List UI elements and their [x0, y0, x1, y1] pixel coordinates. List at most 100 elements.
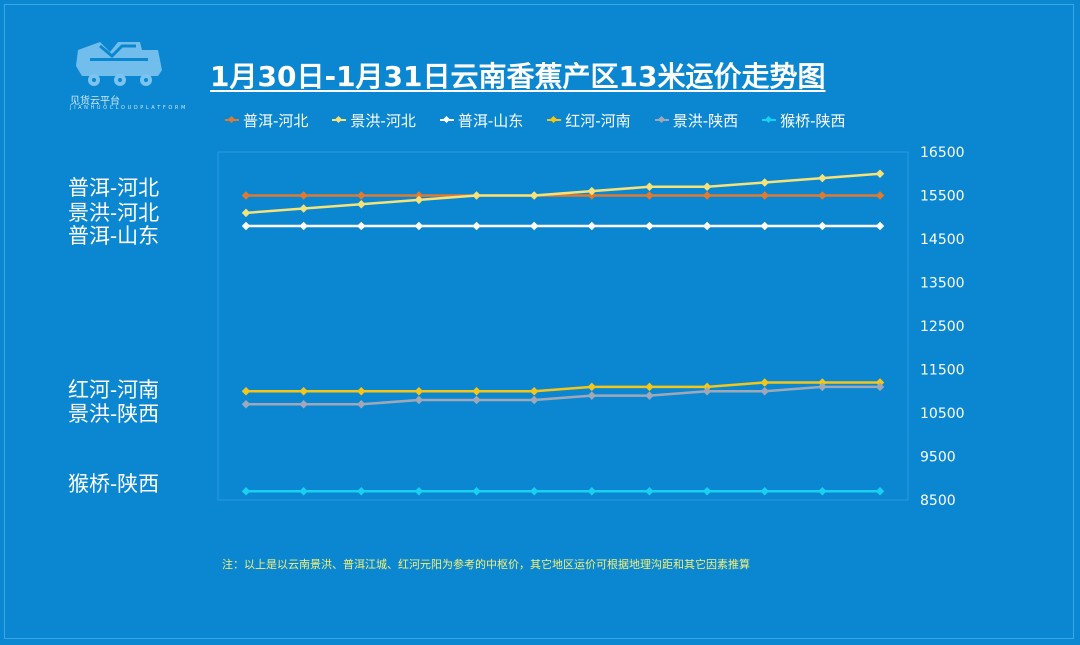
data-point: [299, 487, 308, 496]
legend-swatch-icon: [332, 119, 347, 121]
plot-area-border: [217, 151, 909, 501]
data-point: [357, 387, 366, 396]
data-point: [702, 382, 712, 392]
data-point: [818, 382, 827, 392]
data-point: [299, 191, 308, 200]
series-line: [245, 172, 881, 215]
data-point: [357, 221, 366, 231]
data-point: [760, 378, 769, 387]
data-point: [818, 487, 827, 496]
data-point: [414, 395, 424, 405]
data-point: [587, 382, 597, 392]
y-tick-label: 10500: [920, 406, 965, 422]
data-point: [357, 199, 366, 209]
side-label-puer-shandong: 普洱-山东: [68, 224, 160, 248]
data-point: [472, 395, 481, 405]
side-label-jinghong-hebei: 景洪-河北: [68, 201, 160, 225]
outer-frame: [4, 4, 1074, 639]
data-point: [818, 378, 827, 387]
legend-item: 普洱-山东: [439, 110, 523, 130]
legend-item: 景洪-河北: [332, 110, 416, 130]
data-point: [414, 195, 424, 205]
legend-swatch-icon: [439, 119, 454, 121]
chart-legend: 普洱-河北 景洪-河北 普洱-山东 红河-河南 景洪-陕西 猴桥-陕西: [225, 110, 846, 130]
legend-item: 景洪-陕西: [654, 110, 739, 130]
truck-logo-icon: [76, 42, 162, 86]
data-point: [241, 208, 251, 218]
data-point: [472, 487, 481, 496]
data-point: [472, 387, 481, 396]
data-point: [818, 191, 827, 200]
logo-caption: 见货云平台: [70, 96, 120, 107]
legend-item: 普洱-河北: [225, 110, 308, 130]
data-point: [357, 191, 366, 200]
legend-swatch-icon: [654, 119, 669, 121]
data-point: [357, 487, 366, 496]
data-point: [760, 387, 769, 396]
side-label-puer-hebei: 普洱-河北: [68, 176, 160, 200]
legend-label: 红河-河南: [565, 111, 631, 130]
data-point: [241, 400, 251, 409]
data-point: [818, 221, 827, 231]
data-point: [414, 387, 424, 396]
chart-title: 1月30日-1月31日云南香蕉产区13米运价走势图: [210, 60, 826, 93]
data-point: [241, 387, 251, 396]
y-tick-label: 9500: [920, 450, 956, 466]
side-label-jinghong-shaanxi: 景洪-陕西: [68, 402, 160, 426]
data-point: [587, 186, 597, 196]
data-point: [529, 191, 539, 200]
legend-item: 猴桥-陕西: [762, 110, 846, 130]
data-point: [529, 487, 539, 496]
y-tick-label: 15500: [920, 189, 965, 205]
data-point: [241, 221, 251, 231]
data-point: [587, 221, 597, 231]
data-point: [299, 204, 308, 213]
y-tick-label: 13500: [920, 276, 965, 292]
data-point: [645, 182, 654, 192]
data-point: [645, 382, 654, 392]
side-label-houqiao-shaanxi: 猴桥-陕西: [68, 472, 160, 496]
data-point: [645, 487, 654, 496]
y-tick-label: 12500: [920, 319, 965, 335]
data-point: [241, 487, 251, 496]
data-point: [529, 221, 539, 231]
data-point: [760, 178, 769, 187]
data-point: [414, 221, 424, 231]
data-point: [702, 221, 712, 231]
legend-label: 景洪-陕西: [672, 111, 739, 130]
legend-label: 普洱-河北: [243, 111, 309, 130]
data-point: [875, 382, 885, 392]
legend-label: 景洪-河北: [350, 111, 416, 130]
data-point: [357, 400, 366, 409]
legend-label: 猴桥-陕西: [780, 111, 846, 130]
data-point: [702, 182, 712, 192]
data-point: [875, 378, 885, 387]
data-point: [645, 221, 654, 231]
data-point: [818, 173, 827, 183]
y-tick-label: 16500: [920, 145, 965, 161]
data-point: [645, 391, 654, 400]
data-point: [760, 191, 769, 200]
data-point: [702, 487, 712, 496]
data-point: [587, 391, 597, 400]
data-point: [760, 221, 769, 231]
data-point: [414, 191, 424, 200]
data-point: [529, 387, 539, 396]
side-label-honghe-henan: 红河-河南: [68, 378, 160, 402]
data-point: [875, 487, 885, 496]
data-point: [875, 221, 885, 231]
data-point: [702, 387, 712, 396]
data-point: [875, 169, 885, 178]
data-point: [414, 487, 424, 496]
data-point: [529, 395, 539, 405]
series-line: [246, 385, 880, 406]
series-line: [246, 381, 880, 393]
legend-swatch-icon: [225, 119, 239, 121]
data-point: [241, 191, 251, 200]
legend-item: 红河-河南: [547, 110, 631, 130]
legend-swatch-icon: [762, 119, 777, 121]
legend-swatch-icon: [547, 119, 562, 121]
data-point: [299, 400, 308, 409]
data-point: [702, 191, 712, 200]
